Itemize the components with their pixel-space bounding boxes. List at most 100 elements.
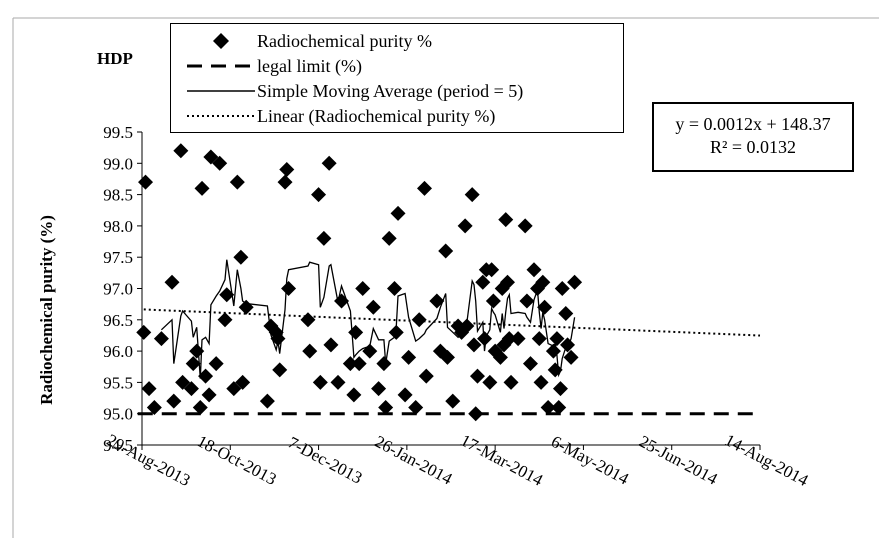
y-tick-label: 94.5: [103, 436, 133, 455]
purity-point: [311, 187, 327, 203]
y-tick-label: 97.5: [103, 248, 133, 267]
purity-point: [459, 318, 475, 334]
purity-point: [466, 337, 482, 353]
purity-point: [533, 374, 549, 390]
solid-line-icon: [187, 90, 255, 92]
purity-point: [351, 356, 367, 372]
purity-point: [438, 243, 454, 259]
purity-points-group: [136, 143, 583, 422]
purity-point: [164, 274, 180, 290]
purity-point: [208, 356, 224, 372]
purity-point: [219, 287, 235, 303]
legend: Radiochemical purity % legal limit (%) S…: [170, 23, 624, 133]
y-tick-label: 95.0: [103, 405, 133, 424]
purity-point: [183, 381, 199, 397]
purity-point: [500, 274, 516, 290]
purity-point: [381, 230, 397, 246]
purity-point: [549, 331, 565, 347]
purity-point: [300, 312, 316, 328]
purity-point: [558, 306, 574, 322]
moving-average-line: [160, 259, 576, 379]
purity-point: [439, 349, 455, 365]
purity-point: [376, 356, 392, 372]
purity-point: [567, 274, 583, 290]
x-tick-label: 25-Jun-2014: [636, 432, 721, 489]
legend-item-legal: legal limit (%): [171, 55, 621, 77]
diamond-marker-icon: [213, 33, 229, 49]
purity-point: [233, 249, 249, 265]
purity-point: [198, 368, 214, 384]
purity-point: [212, 155, 228, 171]
x-tick-label: 29-Aug-2013: [104, 430, 194, 490]
purity-point: [277, 174, 293, 190]
purity-point: [401, 349, 417, 365]
x-tick-label: 26-Jan-2014: [371, 432, 455, 489]
purity-point: [136, 324, 152, 340]
purity-point: [192, 399, 208, 415]
purity-point: [531, 331, 547, 347]
y-tick-label: 99.0: [103, 154, 133, 173]
purity-point: [519, 293, 535, 309]
purity-point: [355, 281, 371, 296]
purity-point: [484, 262, 500, 278]
y-tick-label: 98.0: [103, 217, 133, 236]
purity-point: [498, 212, 514, 228]
y-ticks-group: 94.5 95.0 95.5 96.0 96.5 97.0 97.5 98.0 98.5 99.0…: [103, 123, 142, 455]
panel-label: HDP: [97, 49, 133, 68]
purity-point: [485, 293, 501, 309]
purity-point: [346, 387, 362, 403]
purity-point: [217, 312, 233, 328]
purity-point: [342, 356, 358, 372]
purity-point: [417, 180, 433, 196]
purity-point: [203, 149, 219, 165]
trendline-equation-box: y = 0.0012x + 148.37 R² = 0.0132: [652, 102, 854, 172]
legend-label-legal: legal limit (%): [257, 56, 362, 76]
trendline-r2: R² = 0.0132: [709, 137, 797, 157]
purity-point: [235, 374, 251, 390]
purity-point: [229, 174, 245, 190]
legend-item-linear: Linear (Radiochemical purity %): [171, 105, 621, 127]
purity-point: [321, 155, 337, 171]
purity-point: [348, 324, 364, 340]
purity-point: [386, 281, 402, 296]
purity-point: [330, 374, 346, 390]
purity-point: [138, 174, 154, 190]
y-axis-label: Radiochemical purity (%): [37, 215, 56, 405]
purity-point: [153, 331, 169, 347]
dotted-line-icon: [187, 115, 255, 117]
purity-point: [390, 205, 406, 221]
legend-label-sma: Simple Moving Average (period = 5): [257, 81, 524, 101]
purity-point: [185, 356, 201, 372]
purity-point: [492, 349, 508, 365]
purity-point: [146, 399, 162, 415]
purity-point: [201, 387, 217, 403]
purity-point: [510, 331, 526, 347]
dashed-line-icon: [187, 64, 255, 68]
purity-point: [547, 362, 563, 378]
purity-point: [560, 337, 576, 353]
purity-point: [238, 299, 254, 315]
y-tick-label: 96.5: [103, 311, 133, 330]
purity-point: [388, 324, 404, 340]
trendline-equation: y = 0.0012x + 148.37: [675, 114, 831, 134]
purity-point: [418, 368, 434, 384]
purity-point: [526, 262, 542, 278]
purity-point: [272, 362, 288, 378]
purity-point: [475, 274, 491, 290]
purity-point: [259, 393, 275, 409]
purity-point: [445, 393, 461, 409]
purity-point: [226, 381, 242, 397]
purity-point: [464, 187, 480, 203]
x-tick-label: 17-Mar-2014: [457, 431, 546, 490]
legend-label-linear: Linear (Radiochemical purity %): [257, 106, 496, 126]
purity-point: [173, 143, 189, 159]
purity-point: [334, 293, 350, 309]
purity-point: [166, 393, 182, 409]
purity-point: [457, 218, 473, 234]
purity-point: [175, 374, 191, 390]
purity-point: [316, 230, 332, 246]
purity-point: [362, 343, 378, 359]
purity-point: [469, 368, 485, 384]
purity-point: [323, 337, 339, 353]
